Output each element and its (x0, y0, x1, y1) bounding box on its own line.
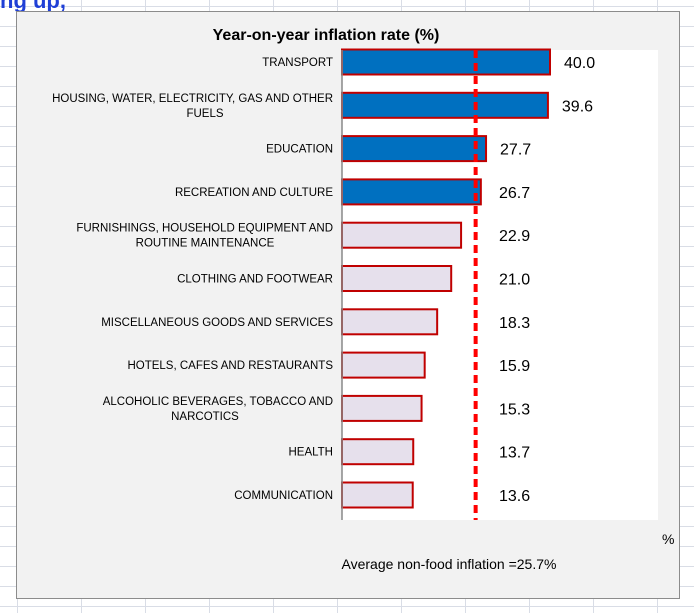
bar (341, 481, 414, 509)
category-label: NARCOTICS (171, 411, 239, 423)
category-label: ALCOHOLIC BEVERAGES, TOBACCO AND (103, 396, 333, 408)
value-label: 21.0 (499, 272, 530, 289)
category-label: FUELS (186, 108, 223, 120)
category-label: RECREATION AND CULTURE (175, 187, 333, 199)
unit-label: % (662, 531, 674, 547)
category-label: FURNISHINGS, HOUSEHOLD EQUIPMENT AND (76, 223, 333, 235)
bar (341, 178, 482, 206)
chart-area: Year-on-year inflation rate (%) TRANSPOR… (16, 11, 680, 599)
value-label: 39.6 (562, 98, 593, 115)
value-label: 40.0 (564, 55, 595, 72)
category-label: HOTELS, CAFES AND RESTAURANTS (127, 360, 333, 372)
bar (341, 308, 439, 336)
category-label: TRANSPORT (262, 57, 333, 69)
bar (341, 91, 549, 119)
category-label: HEALTH (288, 447, 333, 459)
value-label: 13.7 (499, 445, 530, 462)
bar (341, 48, 551, 76)
bar (341, 394, 423, 422)
category-label: HOUSING, WATER, ELECTRICITY, GAS AND OTH… (52, 93, 333, 105)
bars-layer: TRANSPORT 40.0 HOUSING, WATER, ELECTRICITY… (52, 48, 658, 520)
value-label: 18.3 (499, 315, 530, 332)
value-label: 15.3 (499, 401, 530, 418)
category-label: CLOTHING AND FOOTWEAR (177, 274, 333, 286)
value-label: 15.9 (499, 358, 530, 375)
value-label: 22.9 (499, 228, 530, 245)
category-label: COMMUNICATION (234, 490, 333, 502)
value-label: 27.7 (500, 142, 531, 159)
category-label: MISCELLANEOUS GOODS AND SERVICES (101, 317, 333, 329)
value-label: 26.7 (499, 185, 530, 202)
category-label: ROUTINE MAINTENANCE (136, 238, 275, 250)
value-label: 13.6 (499, 488, 530, 505)
bar (341, 135, 488, 163)
bar (341, 221, 463, 249)
bar (341, 265, 453, 292)
average-note: Average non-food inflation =25.7% (342, 556, 557, 572)
bar (341, 351, 426, 379)
chart-title: Year-on-year inflation rate (%) (213, 27, 440, 44)
header-text-fragment: ng up, (0, 0, 66, 13)
bar-chart: Year-on-year inflation rate (%) TRANSPOR… (52, 27, 674, 572)
category-label: EDUCATION (266, 144, 333, 156)
bar (341, 438, 415, 466)
